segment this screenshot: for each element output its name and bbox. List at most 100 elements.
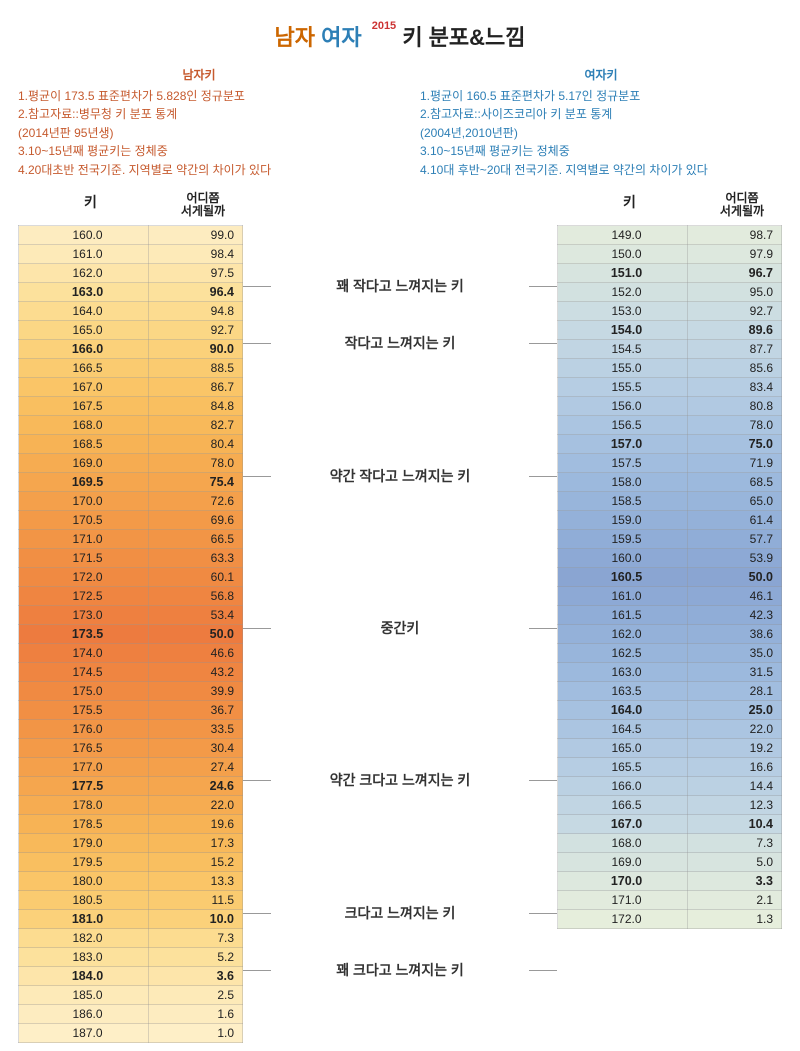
cell-height: 164.0 <box>19 302 149 321</box>
table-row: 170.569.6 <box>19 511 243 530</box>
cell-percentile: 28.1 <box>688 682 782 701</box>
cell-percentile: 85.6 <box>688 359 782 378</box>
cell-height: 178.5 <box>19 815 149 834</box>
cell-percentile: 22.0 <box>688 720 782 739</box>
cell-percentile: 5.0 <box>688 853 782 872</box>
table-row: 178.022.0 <box>19 796 243 815</box>
cell-height: 170.0 <box>558 872 688 891</box>
cell-percentile: 71.9 <box>688 454 782 473</box>
cell-percentile: 96.4 <box>149 283 243 302</box>
cell-percentile: 38.6 <box>688 625 782 644</box>
tables-area: 키 어디쯤 서게될까 160.099.0161.098.4162.097.516… <box>18 188 782 1044</box>
cell-height: 166.0 <box>558 777 688 796</box>
note-line: 4.20대초반 전국기준. 지역별로 약간의 차이가 있다 <box>18 161 380 180</box>
title-rest: 키 분포&느낌 <box>402 25 525 50</box>
cell-percentile: 11.5 <box>149 891 243 910</box>
cell-height: 162.0 <box>19 264 149 283</box>
cell-height: 152.0 <box>558 283 688 302</box>
category-label: 작다고 느껴지는 키 <box>243 334 557 353</box>
table-row: 165.019.2 <box>558 739 782 758</box>
table-row: 149.098.7 <box>558 226 782 245</box>
cell-percentile: 89.6 <box>688 321 782 340</box>
cell-height: 172.5 <box>19 587 149 606</box>
cell-height: 160.0 <box>19 226 149 245</box>
cell-percentile: 98.7 <box>688 226 782 245</box>
cell-percentile: 80.8 <box>688 397 782 416</box>
cell-percentile: 22.0 <box>149 796 243 815</box>
note-line: (2004년,2010년판) <box>420 124 782 143</box>
table-row: 166.512.3 <box>558 796 782 815</box>
cell-percentile: 78.0 <box>688 416 782 435</box>
table-row: 157.571.9 <box>558 454 782 473</box>
table-row: 178.519.6 <box>19 815 243 834</box>
table-row: 164.522.0 <box>558 720 782 739</box>
cell-height: 149.0 <box>558 226 688 245</box>
cell-percentile: 15.2 <box>149 853 243 872</box>
cell-percentile: 88.5 <box>149 359 243 378</box>
female-header-pct: 어디쯤 서게될까 <box>702 192 782 220</box>
table-row: 177.524.6 <box>19 777 243 796</box>
table-row: 163.528.1 <box>558 682 782 701</box>
cell-percentile: 80.4 <box>149 435 243 454</box>
note-line: 1.평균이 173.5 표준편차가 5.828인 정규분포 <box>18 87 380 106</box>
cell-percentile: 84.8 <box>149 397 243 416</box>
table-row: 156.578.0 <box>558 416 782 435</box>
cell-percentile: 82.7 <box>149 416 243 435</box>
category-column: 꽤 작다고 느껴지는 키작다고 느껴지는 키약간 작다고 느껴지는 키중간키약간… <box>243 188 557 214</box>
note-line: 3.10~15년째 평균키는 정체중 <box>18 142 380 161</box>
cell-percentile: 87.7 <box>688 340 782 359</box>
table-row: 175.536.7 <box>19 701 243 720</box>
table-row: 172.556.8 <box>19 587 243 606</box>
cell-percentile: 72.6 <box>149 492 243 511</box>
cell-percentile: 7.3 <box>149 929 243 948</box>
cell-height: 167.5 <box>19 397 149 416</box>
male-table-wrap: 키 어디쯤 서게될까 160.099.0161.098.4162.097.516… <box>18 188 243 1044</box>
cell-percentile: 66.5 <box>149 530 243 549</box>
cell-percentile: 5.2 <box>149 948 243 967</box>
table-row: 170.03.3 <box>558 872 782 891</box>
female-notes: 여자키 1.평균이 160.5 표준편차가 5.17인 정규분포2.참고자료::… <box>420 66 782 180</box>
cell-percentile: 98.4 <box>149 245 243 264</box>
table-row: 167.010.4 <box>558 815 782 834</box>
cell-percentile: 97.9 <box>688 245 782 264</box>
cell-height: 187.0 <box>19 1024 149 1043</box>
male-header-pct: 어디쯤 서게될까 <box>163 192 243 220</box>
cell-percentile: 56.8 <box>149 587 243 606</box>
cell-percentile: 1.3 <box>688 910 782 929</box>
cell-percentile: 69.6 <box>149 511 243 530</box>
title-female: 여자 <box>321 25 361 50</box>
cell-height: 156.5 <box>558 416 688 435</box>
cell-percentile: 19.6 <box>149 815 243 834</box>
table-row: 166.014.4 <box>558 777 782 796</box>
cell-percentile: 2.1 <box>688 891 782 910</box>
cell-percentile: 1.0 <box>149 1024 243 1043</box>
table-row: 161.542.3 <box>558 606 782 625</box>
table-row: 160.550.0 <box>558 568 782 587</box>
cell-height: 185.0 <box>19 986 149 1005</box>
table-row: 160.099.0 <box>19 226 243 245</box>
cell-height: 178.0 <box>19 796 149 815</box>
cell-height: 176.0 <box>19 720 149 739</box>
cell-height: 166.5 <box>19 359 149 378</box>
table-row: 179.017.3 <box>19 834 243 853</box>
table-row: 158.068.5 <box>558 473 782 492</box>
table-row: 154.587.7 <box>558 340 782 359</box>
cell-percentile: 86.7 <box>149 378 243 397</box>
table-row: 162.097.5 <box>19 264 243 283</box>
cell-height: 167.0 <box>558 815 688 834</box>
cell-percentile: 36.7 <box>149 701 243 720</box>
table-row: 182.07.3 <box>19 929 243 948</box>
category-label: 꽤 작다고 느껴지는 키 <box>243 277 557 296</box>
table-row: 168.082.7 <box>19 416 243 435</box>
table-row: 166.588.5 <box>19 359 243 378</box>
table-row: 173.053.4 <box>19 606 243 625</box>
cell-height: 165.0 <box>19 321 149 340</box>
cell-percentile: 65.0 <box>688 492 782 511</box>
table-row: 165.516.6 <box>558 758 782 777</box>
cell-height: 171.0 <box>19 530 149 549</box>
cell-height: 164.5 <box>558 720 688 739</box>
cell-height: 161.0 <box>19 245 149 264</box>
cell-percentile: 83.4 <box>688 378 782 397</box>
cell-height: 167.0 <box>19 378 149 397</box>
table-row: 168.07.3 <box>558 834 782 853</box>
